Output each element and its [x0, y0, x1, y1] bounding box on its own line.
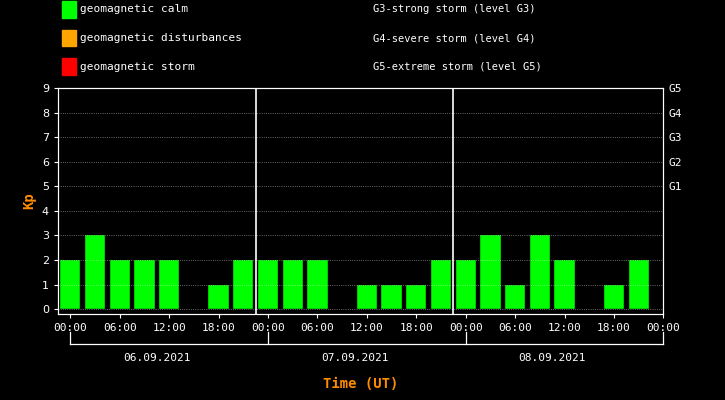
Bar	[159, 260, 179, 309]
Y-axis label: Kp: Kp	[22, 193, 36, 209]
Text: Time (UT): Time (UT)	[323, 377, 398, 391]
Bar	[431, 260, 451, 309]
Bar	[530, 235, 550, 309]
Bar	[109, 260, 130, 309]
Text: G3-strong storm (level G3): G3-strong storm (level G3)	[373, 4, 535, 14]
Bar	[258, 260, 278, 309]
Bar	[555, 260, 575, 309]
Bar	[209, 284, 229, 309]
Text: G5-extreme storm (level G5): G5-extreme storm (level G5)	[373, 62, 542, 72]
Bar	[283, 260, 303, 309]
Text: geomagnetic calm: geomagnetic calm	[80, 4, 188, 14]
Text: geomagnetic disturbances: geomagnetic disturbances	[80, 33, 242, 43]
Bar	[505, 284, 525, 309]
Bar	[134, 260, 154, 309]
Text: geomagnetic storm: geomagnetic storm	[80, 62, 195, 72]
Bar	[233, 260, 254, 309]
Bar	[629, 260, 649, 309]
Bar	[307, 260, 328, 309]
Bar	[455, 260, 476, 309]
Bar	[357, 284, 377, 309]
Bar	[406, 284, 426, 309]
Bar	[85, 235, 105, 309]
Text: 08.09.2021: 08.09.2021	[518, 353, 586, 363]
Text: 06.09.2021: 06.09.2021	[123, 353, 191, 363]
Bar	[60, 260, 80, 309]
Bar	[381, 284, 402, 309]
Text: G4-severe storm (level G4): G4-severe storm (level G4)	[373, 33, 535, 43]
Text: 07.09.2021: 07.09.2021	[320, 353, 389, 363]
Bar	[604, 284, 624, 309]
Bar	[480, 235, 500, 309]
